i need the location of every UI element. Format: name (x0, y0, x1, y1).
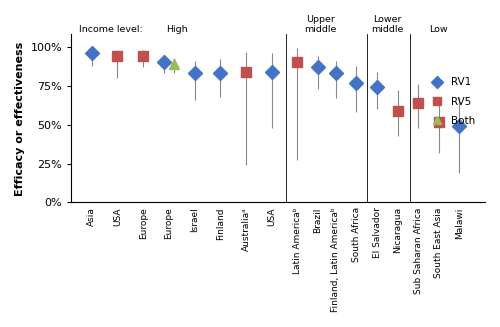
Text: Low: Low (430, 26, 448, 34)
Text: High: High (166, 26, 188, 34)
Text: Upper
middle: Upper middle (304, 15, 336, 34)
Legend: RV1, RV5, Both: RV1, RV5, Both (422, 73, 480, 130)
Text: Lower
middle: Lower middle (371, 15, 404, 34)
Text: Income level:: Income level: (79, 26, 142, 34)
Y-axis label: Efficacy or effectiveness: Efficacy or effectiveness (15, 41, 25, 196)
